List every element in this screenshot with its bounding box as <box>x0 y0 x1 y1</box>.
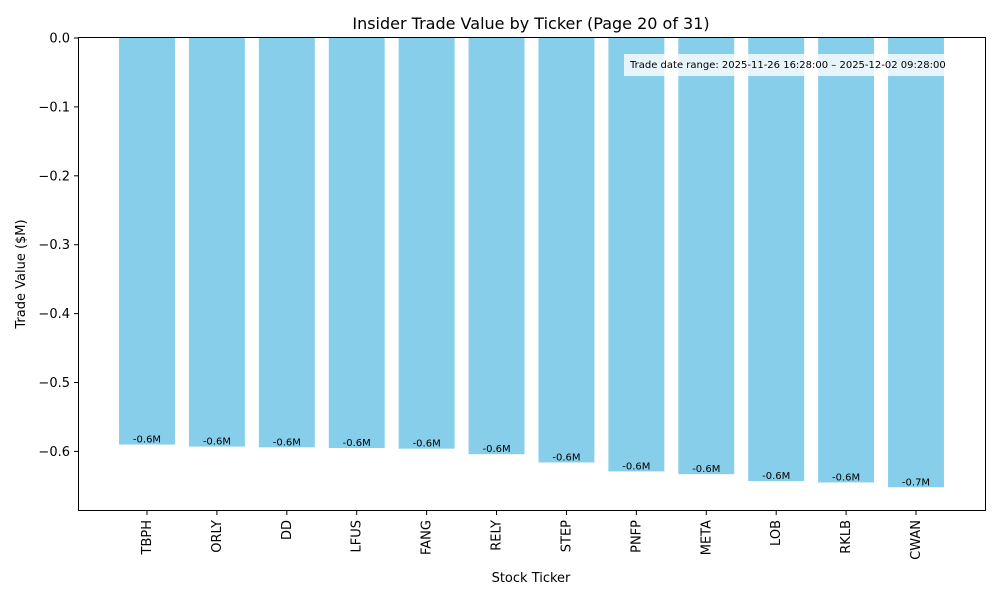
bar-step <box>538 38 595 463</box>
x-tick-label-orly: ORLY <box>210 520 225 553</box>
x-tick-label-rklb: RKLB <box>839 520 854 554</box>
x-tick-label-dd: DD <box>280 520 295 540</box>
y-tick-label: −0.3 <box>38 238 70 253</box>
bar-tbph <box>119 38 175 445</box>
chart-title: Insider Trade Value by Ticker (Page 20 o… <box>352 14 709 33</box>
data-label-step: -0.6M <box>552 452 580 463</box>
y-tick-label: −0.1 <box>38 100 70 115</box>
x-tick-label-fang: FANG <box>420 520 435 555</box>
data-label-lfus: -0.6M <box>343 438 371 449</box>
x-axis: TBPH ORLY DD LFUS FANG RELY STEP PNFP META LOB RKL… <box>140 510 924 560</box>
x-tick-label-step: STEP <box>559 520 574 552</box>
y-tick-label: −0.2 <box>38 169 70 184</box>
y-tick-label: 0.0 <box>49 32 70 47</box>
x-tick-label-pnfp: PNFP <box>629 520 644 553</box>
x-tick-label-lob: LOB <box>769 520 784 546</box>
y-axis-label: Trade Value ($M) <box>14 219 29 329</box>
bar-pnfp <box>608 38 665 472</box>
data-label-rklb: -0.6M <box>832 472 860 483</box>
data-label-lob: -0.6M <box>762 471 790 482</box>
x-tick-label-rely: RELY <box>490 520 505 551</box>
annotation-box <box>624 54 985 76</box>
data-label-fang: -0.6M <box>413 439 441 450</box>
bar-fang <box>398 38 455 449</box>
bar-rely <box>468 38 525 455</box>
x-tick-label-cwan: CWAN <box>909 520 924 560</box>
data-label-orly: -0.6M <box>203 437 231 448</box>
y-axis: 0.0 −0.1 −0.2 −0.3 −0.4 −0.5 −0.6 <box>38 32 79 460</box>
x-tick-label-meta: META <box>699 520 714 555</box>
bars-group: -0.6M -0.6M -0.6M -0.6M -0.6M -0.6M -0.6M -0.6M… <box>119 38 944 488</box>
x-axis-label: Stock Ticker <box>492 571 571 586</box>
y-tick-label: −0.5 <box>38 376 70 391</box>
bar-lob <box>748 38 805 482</box>
bar-orly <box>188 38 245 447</box>
data-label-meta: -0.6M <box>692 464 720 475</box>
y-tick-label: −0.4 <box>38 307 70 322</box>
bar-meta <box>678 38 735 475</box>
bar-rklb <box>818 38 875 483</box>
x-tick-label-lfus: LFUS <box>350 520 365 553</box>
bar-dd <box>258 38 315 448</box>
annotation-text: Trade date range: 2025-11-26 16:28:00 – … <box>629 60 946 71</box>
x-tick-label-tbph: TBPH <box>140 520 155 555</box>
data-label-rely: -0.6M <box>482 444 510 455</box>
bar-cwan <box>888 38 944 488</box>
data-label-pnfp: -0.6M <box>622 461 650 472</box>
y-tick-label: −0.6 <box>38 445 70 460</box>
data-label-dd: -0.6M <box>273 437 301 448</box>
bar-lfus <box>328 38 385 448</box>
date-range-annotation: Trade date range: 2025-11-26 16:28:00 – … <box>624 54 985 76</box>
data-label-tbph: -0.6M <box>133 435 161 446</box>
data-label-cwan: -0.7M <box>902 477 930 488</box>
plot-frame <box>78 37 986 511</box>
